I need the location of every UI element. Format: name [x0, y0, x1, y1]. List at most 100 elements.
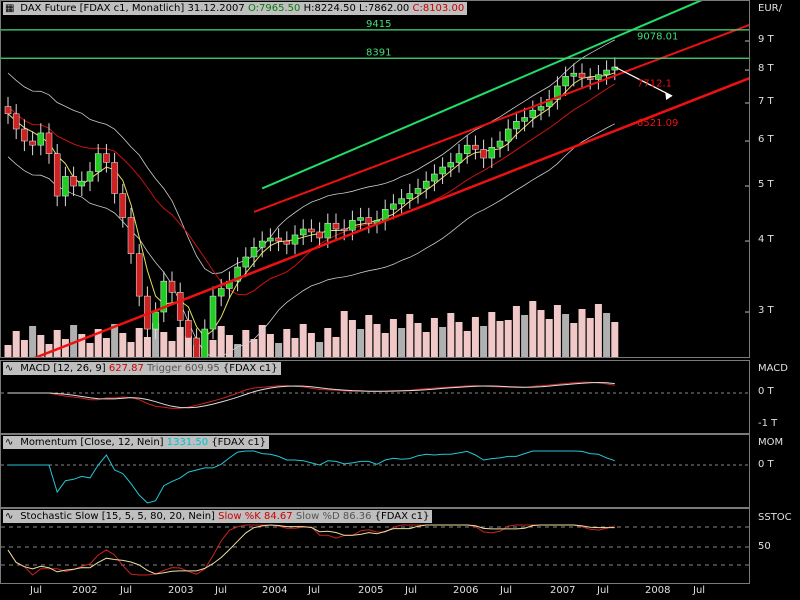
trendline-upper-red — [253, 23, 749, 213]
projection-arrowhead — [665, 92, 673, 101]
momentum-line — [8, 450, 615, 504]
volume-bar — [135, 328, 143, 357]
momentum-chart[interactable] — [1, 435, 750, 508]
candle-body — [504, 128, 512, 142]
candle-body — [53, 153, 61, 197]
candle-body — [398, 198, 405, 205]
candle-body — [463, 144, 471, 154]
candle-body — [316, 231, 323, 239]
macd-trigger-label: Trigger — [147, 363, 182, 374]
candle-body — [291, 234, 299, 245]
volume-bar — [12, 331, 20, 357]
high-value: H:8224.50 — [303, 3, 356, 14]
bar-date: 31.12.2007 — [187, 3, 245, 14]
candle-body — [21, 128, 28, 142]
candle-body — [242, 256, 250, 268]
volume-bar — [348, 320, 356, 357]
volume-bar — [283, 329, 291, 357]
y-axis-tick: 5 T — [758, 179, 774, 190]
volume-bar — [611, 322, 619, 357]
close-value: C:8103.00 — [412, 3, 465, 14]
volume-bar — [373, 324, 381, 357]
candle-body — [267, 237, 274, 242]
macd-trigger-line — [8, 381, 615, 409]
stochastic-chart[interactable] — [1, 509, 750, 584]
volume-bar — [357, 329, 365, 357]
volume-bar — [545, 319, 553, 357]
candle-body — [349, 220, 356, 231]
x-axis-tick: 2002 — [72, 585, 98, 596]
candle-body — [455, 153, 463, 163]
volume-bar — [20, 340, 28, 357]
volume-bar — [488, 312, 496, 357]
macd-value: 627.87 — [108, 363, 144, 374]
volume-bar — [389, 319, 397, 357]
candle-body — [332, 222, 340, 230]
macd-header: ∿ MACD [12, 26, 9] 627.87 Trigger 609.95… — [3, 362, 281, 375]
volume-bar — [176, 327, 184, 357]
momentum-pane[interactable]: ∿ Momentum [Close, 12, Nein] 1331.50 {FD… — [0, 434, 750, 508]
x-axis-tick: Jul — [597, 585, 610, 596]
candle-body — [406, 193, 414, 199]
momentum-title: Momentum [Close, 12, Nein] — [20, 437, 164, 448]
candle-body — [70, 176, 77, 187]
candle-body — [209, 295, 217, 330]
price-chart[interactable]: 9415 8391 9078.01 7712.1 6521.09 — [1, 1, 750, 358]
macd-title: MACD [12, 26, 9] — [20, 363, 106, 374]
volume-bar — [53, 330, 61, 357]
x-axis-tick: Jul — [30, 585, 43, 596]
volume-bar — [152, 323, 160, 357]
y-axis-tick: 9 T — [758, 33, 774, 45]
momentum-value: 1331.50 — [166, 437, 209, 448]
candle-body — [94, 153, 102, 172]
y-axis-tick: 3 T — [758, 305, 774, 317]
volume-bar — [553, 305, 561, 357]
macd-trigger-value: 609.95 — [184, 363, 220, 374]
candle-body — [193, 337, 200, 357]
stochastic-symbol: {FDAX c1} — [374, 511, 430, 522]
volume-bar — [45, 344, 53, 357]
x-axis-tick: 2004 — [262, 585, 288, 596]
stochastic-k-value: 84.67 — [264, 511, 293, 522]
y-axis-tick: 6 T — [758, 134, 774, 146]
candle-body — [472, 144, 479, 150]
candle-body — [103, 153, 110, 163]
stochastic-title: Stochastic Slow [15, 5, 5, 80, 20, Nein] — [20, 511, 215, 522]
volume-bar — [4, 345, 12, 357]
volume-bar — [463, 331, 471, 357]
volume-bar — [29, 326, 37, 357]
candle-body — [586, 77, 594, 80]
macd-chart[interactable] — [1, 361, 750, 434]
candle-body — [603, 69, 610, 75]
candle-body — [29, 140, 36, 146]
stochastic-pane[interactable]: ∿ Stochastic Slow [15, 5, 5, 80, 20, Nei… — [0, 508, 750, 584]
line-icon: ∿ — [5, 511, 14, 522]
volume-bar — [102, 338, 110, 357]
volume-bar — [398, 328, 406, 357]
volume-bar — [578, 309, 586, 357]
volume-bar — [496, 321, 504, 357]
volume-bar — [529, 301, 537, 357]
volume-bar — [521, 315, 529, 357]
volume-bar — [78, 334, 86, 357]
candle-body — [37, 132, 45, 146]
line-icon: ∿ — [5, 437, 14, 448]
candle-body — [340, 228, 348, 231]
macd-pane[interactable]: ∿ MACD [12, 26, 9] 627.87 Trigger 609.95… — [0, 360, 750, 434]
x-axis-tick: Jul — [120, 585, 133, 596]
volume-bar — [217, 326, 225, 357]
label-7712: 7712.1 — [637, 78, 672, 89]
trendline-lower-red — [33, 77, 749, 357]
candle-body — [488, 147, 496, 159]
volume-bar — [275, 343, 283, 357]
volume-bar — [316, 342, 324, 357]
price-pane[interactable]: ▦ DAX Future [FDAX c1, Monatlich] 31.12.… — [0, 0, 750, 358]
volume-bar — [70, 325, 78, 357]
candle-body — [537, 106, 545, 111]
chart-type-icon: ▦ — [5, 3, 15, 14]
y-axis-tick: 4 T — [758, 234, 774, 246]
volume-bar — [406, 314, 414, 357]
volume-bar — [332, 337, 340, 357]
volume-bar — [480, 326, 488, 357]
candle-body — [422, 180, 430, 189]
